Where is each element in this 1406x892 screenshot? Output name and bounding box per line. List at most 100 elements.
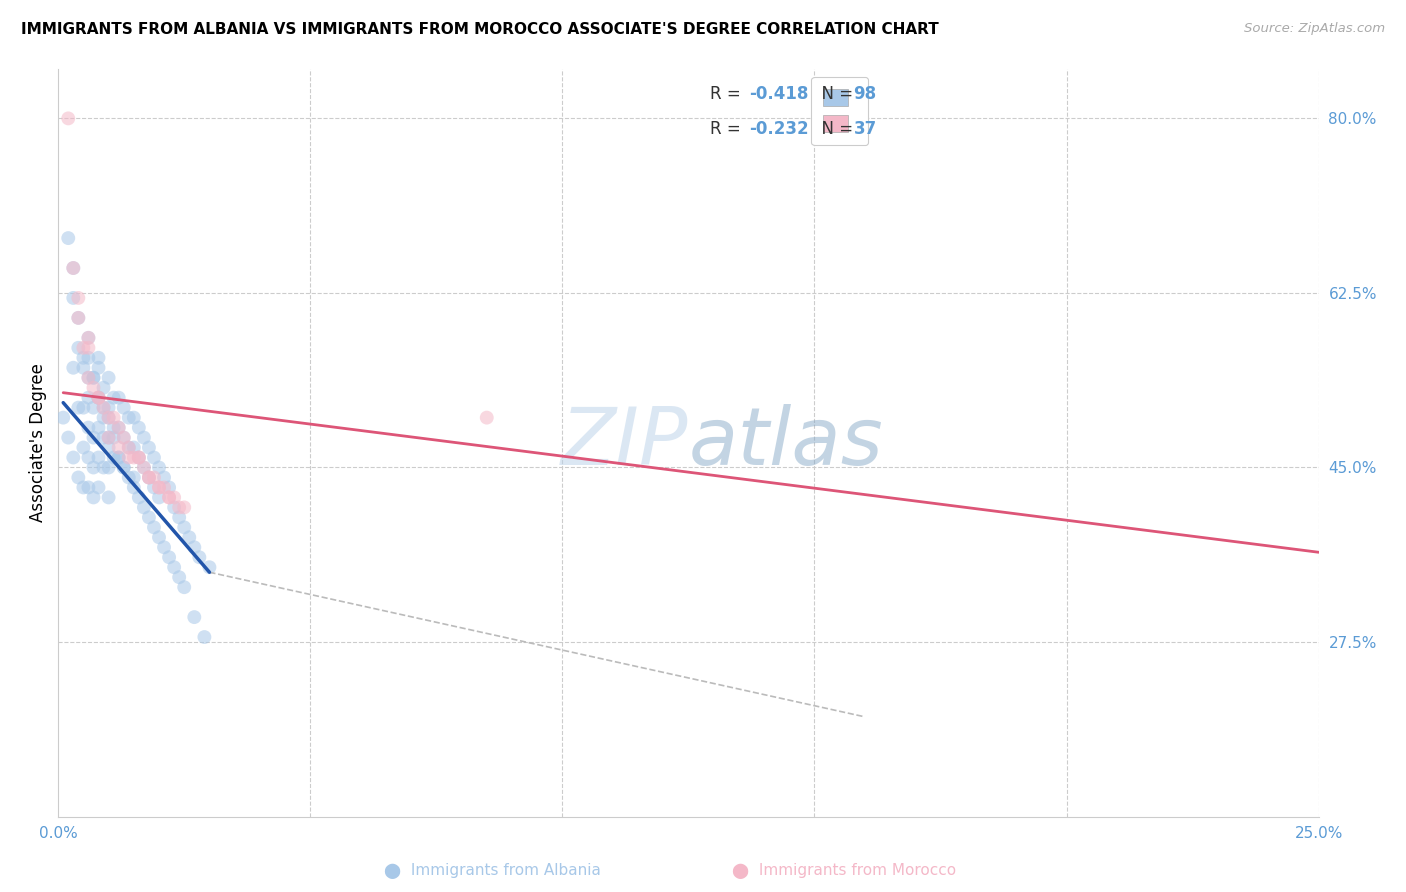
Point — [97, 401, 120, 415]
Point — [148, 530, 170, 544]
Point — [188, 550, 211, 565]
Point — [157, 550, 180, 565]
Point — [67, 470, 90, 484]
Point — [93, 401, 115, 415]
Point — [103, 431, 125, 445]
Point — [138, 470, 160, 484]
Point — [103, 391, 125, 405]
Point — [132, 460, 155, 475]
Point — [132, 431, 155, 445]
Point — [173, 500, 195, 515]
Point — [198, 560, 221, 574]
Point — [97, 370, 120, 384]
Point — [183, 541, 205, 555]
Point — [72, 480, 94, 494]
Point — [167, 570, 190, 584]
Point — [122, 470, 145, 484]
Point — [58, 112, 80, 126]
Point — [77, 450, 100, 465]
Point — [82, 431, 104, 445]
Point — [138, 441, 160, 455]
Point — [112, 431, 135, 445]
Point — [107, 450, 129, 465]
Point — [67, 401, 90, 415]
Text: ZIP: ZIP — [561, 403, 689, 482]
Y-axis label: Associate's Degree: Associate's Degree — [30, 363, 46, 522]
Point — [82, 370, 104, 384]
Point — [62, 291, 84, 305]
Point — [82, 491, 104, 505]
Text: atlas: atlas — [689, 403, 883, 482]
Point — [118, 441, 141, 455]
Point — [62, 450, 84, 465]
Point — [107, 420, 129, 434]
Point — [77, 341, 100, 355]
Point — [72, 351, 94, 365]
Point — [475, 410, 498, 425]
Point — [112, 460, 135, 475]
Point — [87, 480, 110, 494]
Text: 37: 37 — [853, 120, 877, 138]
Text: N =: N = — [811, 85, 859, 103]
Point — [179, 530, 201, 544]
Point — [87, 391, 110, 405]
Point — [82, 401, 104, 415]
Point — [87, 391, 110, 405]
Point — [112, 401, 135, 415]
Point — [67, 310, 90, 325]
Point — [148, 480, 170, 494]
Point — [118, 410, 141, 425]
Point — [167, 500, 190, 515]
Point — [87, 360, 110, 375]
Point — [163, 491, 186, 505]
Point — [143, 520, 166, 534]
Point — [143, 470, 166, 484]
Point — [128, 450, 150, 465]
Point — [148, 460, 170, 475]
Point — [103, 450, 125, 465]
Text: 98: 98 — [853, 85, 876, 103]
Point — [77, 351, 100, 365]
Text: N =: N = — [811, 120, 859, 138]
Point — [93, 381, 115, 395]
Point — [82, 370, 104, 384]
Point — [107, 420, 129, 434]
Point — [52, 410, 75, 425]
Point — [58, 431, 80, 445]
Point — [138, 510, 160, 524]
Point — [97, 410, 120, 425]
Point — [93, 460, 115, 475]
Point — [163, 560, 186, 574]
Point — [107, 391, 129, 405]
Point — [157, 480, 180, 494]
Point — [97, 431, 120, 445]
Point — [62, 260, 84, 275]
Point — [153, 541, 176, 555]
Point — [97, 491, 120, 505]
Point — [77, 331, 100, 345]
Point — [67, 341, 90, 355]
Point — [163, 500, 186, 515]
Point — [122, 410, 145, 425]
Point — [103, 410, 125, 425]
Point — [72, 360, 94, 375]
Point — [132, 460, 155, 475]
Point — [77, 370, 100, 384]
Point — [97, 431, 120, 445]
Point — [153, 480, 176, 494]
Point — [77, 480, 100, 494]
Point — [67, 291, 90, 305]
Point — [82, 460, 104, 475]
Point — [107, 450, 129, 465]
Point — [128, 420, 150, 434]
Point — [58, 231, 80, 245]
Point — [122, 450, 145, 465]
Point — [87, 450, 110, 465]
Legend: , : , — [811, 77, 868, 145]
Point — [97, 460, 120, 475]
Point — [118, 470, 141, 484]
Point — [118, 450, 141, 465]
Text: ⬤  Immigrants from Albania: ⬤ Immigrants from Albania — [384, 863, 600, 879]
Point — [193, 630, 215, 644]
Point — [173, 580, 195, 594]
